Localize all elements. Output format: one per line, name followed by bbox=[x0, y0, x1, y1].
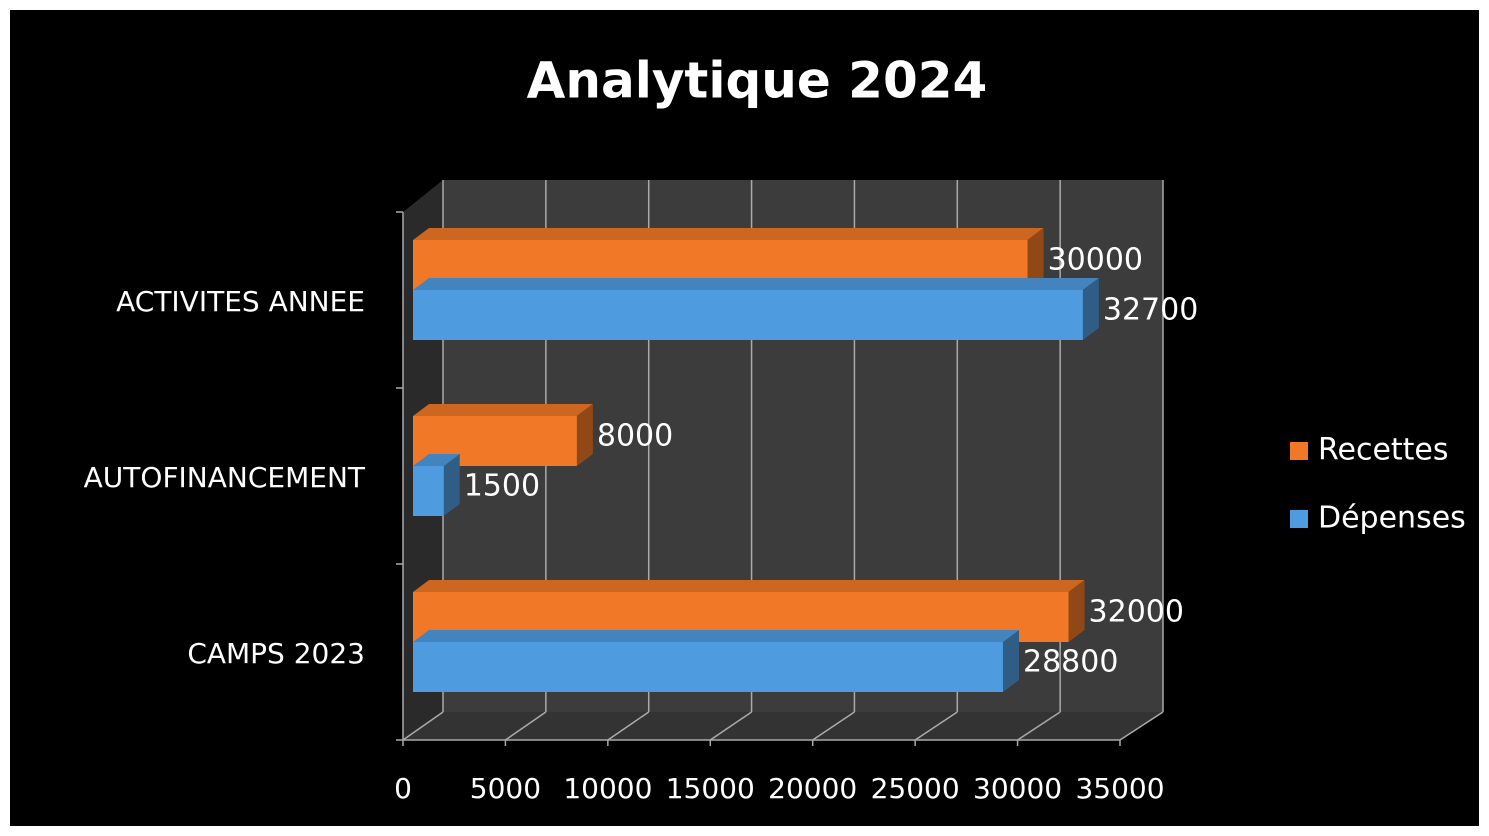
y-tick-label: AUTOFINANCEMENT bbox=[84, 461, 366, 494]
grid-line bbox=[607, 711, 650, 741]
grid-line bbox=[505, 711, 547, 741]
floor bbox=[403, 712, 1163, 740]
data-label: 32700 bbox=[1103, 293, 1198, 328]
x-tick-label: 25000 bbox=[871, 772, 960, 805]
x-tick-label: 0 bbox=[394, 772, 412, 805]
bar-side bbox=[443, 454, 460, 516]
bar-side bbox=[1002, 630, 1019, 692]
bar-top bbox=[413, 404, 593, 416]
bar-top bbox=[413, 630, 1019, 642]
y-tick-label: ACTIVITES ANNEE bbox=[116, 285, 365, 318]
bar bbox=[413, 630, 1019, 692]
grid-line bbox=[914, 711, 958, 741]
x-tick-label: 5000 bbox=[470, 772, 541, 805]
bar bbox=[413, 278, 1099, 340]
bar-side bbox=[1068, 580, 1085, 642]
legend-label: Dépenses bbox=[1318, 501, 1466, 536]
bar bbox=[413, 228, 1044, 290]
bar-side bbox=[1082, 278, 1099, 340]
x-tick-label: 15000 bbox=[666, 772, 755, 805]
legend-swatch bbox=[1290, 510, 1308, 528]
bar-side bbox=[1027, 228, 1044, 290]
bar bbox=[413, 404, 593, 466]
y-tick-label: CAMPS 2023 bbox=[187, 637, 365, 670]
grid-line bbox=[1017, 711, 1061, 741]
grid-line bbox=[709, 711, 752, 741]
x-tick-label: 35000 bbox=[1075, 772, 1164, 805]
data-label: 30000 bbox=[1048, 243, 1143, 278]
x-tick-label: 30000 bbox=[973, 772, 1062, 805]
data-label: 1500 bbox=[464, 469, 540, 504]
data-label: 8000 bbox=[597, 419, 673, 454]
grid-line bbox=[812, 711, 855, 741]
bar-front bbox=[413, 290, 1083, 340]
data-label: 28800 bbox=[1023, 645, 1118, 680]
bar-top bbox=[413, 278, 1099, 290]
bar-front bbox=[413, 466, 444, 516]
legend-swatch bbox=[1290, 442, 1308, 460]
x-tick-label: 20000 bbox=[768, 772, 857, 805]
bar-top bbox=[413, 580, 1085, 592]
chart-title: Analytique 2024 bbox=[527, 52, 988, 110]
bar-front bbox=[413, 642, 1003, 692]
bar-top bbox=[413, 454, 460, 466]
grid-line bbox=[402, 711, 444, 741]
legend-label: Recettes bbox=[1318, 433, 1449, 468]
bar-top bbox=[413, 228, 1044, 240]
bar bbox=[413, 454, 460, 516]
data-label: 32000 bbox=[1089, 595, 1184, 630]
grid-line bbox=[1119, 711, 1164, 741]
x-tick-label: 10000 bbox=[563, 772, 652, 805]
bar-side bbox=[576, 404, 593, 466]
